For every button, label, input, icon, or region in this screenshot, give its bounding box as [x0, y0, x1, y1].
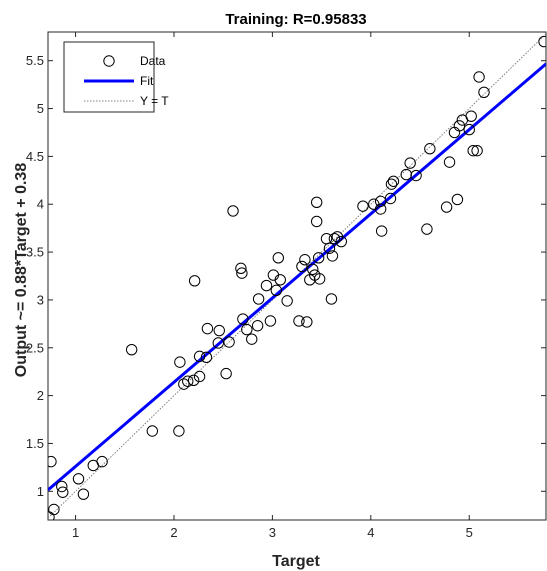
data-point — [313, 273, 326, 285]
y-tick-label: 5.5 — [26, 53, 44, 68]
data-point — [357, 200, 369, 212]
data-point — [212, 337, 224, 349]
data-point — [213, 324, 225, 337]
data-point — [246, 333, 258, 345]
y-tick-label: 4 — [37, 197, 44, 212]
y-tick-label: 2.5 — [26, 340, 44, 355]
y-tick-label: 5 — [37, 101, 44, 116]
data-point — [146, 425, 159, 437]
data-point — [312, 252, 325, 264]
data-point — [323, 242, 336, 254]
legend-data-label: Data — [140, 54, 166, 68]
y-tick-label: 3.5 — [26, 245, 44, 260]
data-point — [467, 144, 479, 157]
data-point — [236, 267, 248, 279]
data-point — [424, 143, 436, 155]
data-point — [125, 343, 138, 356]
data-point — [384, 192, 397, 205]
data-point — [57, 486, 69, 498]
data-point — [188, 275, 201, 287]
data-point — [270, 284, 283, 297]
data-point — [251, 320, 264, 332]
legend-fit-label: Fit — [140, 74, 154, 88]
data-point — [274, 274, 286, 286]
data-point — [173, 425, 185, 437]
data-point — [241, 323, 253, 336]
data-point — [272, 252, 285, 264]
data-point — [182, 375, 194, 387]
data-point — [374, 203, 387, 215]
data-point — [310, 196, 323, 209]
data-point — [293, 315, 305, 327]
data-point — [296, 260, 308, 273]
x-axis-label: Target — [272, 553, 320, 570]
x-tick-label: 4 — [367, 525, 374, 540]
data-point — [187, 374, 200, 386]
x-tick-label: 2 — [170, 525, 177, 540]
chart-title: Training: R=0.95833 — [225, 11, 366, 28]
data-point — [451, 193, 464, 206]
data-point — [301, 316, 313, 328]
data-point — [264, 315, 277, 327]
data-point — [174, 356, 186, 368]
data-point — [281, 295, 293, 307]
plot-area: 1 2 3 4 5 1 1.5 2 2.5 3 3.5 4 4.5 5 5.5 — [26, 31, 547, 540]
data-point — [326, 250, 339, 262]
data-point — [465, 110, 477, 122]
data-point — [227, 205, 239, 217]
data-point — [72, 473, 85, 485]
data-point — [453, 120, 466, 132]
data-point — [421, 223, 433, 235]
data-point — [325, 293, 338, 305]
x-tick-label: 3 — [269, 525, 276, 540]
data-point — [178, 378, 190, 390]
data-point — [299, 254, 311, 266]
data-point — [538, 35, 546, 48]
data-point — [328, 232, 341, 245]
data-point — [235, 262, 247, 275]
data-point — [48, 455, 57, 468]
data-point — [443, 156, 456, 168]
data-point — [385, 178, 398, 190]
data-point — [375, 225, 388, 237]
x-tick-label: 1 — [72, 525, 79, 540]
data-point — [237, 313, 249, 325]
y-tick-label: 1 — [37, 484, 44, 499]
legend-data-marker — [103, 55, 115, 67]
x-tick-label: 5 — [466, 525, 473, 540]
data-point — [260, 279, 273, 292]
data-point — [463, 123, 475, 136]
data-point — [201, 322, 214, 335]
data-point — [404, 157, 416, 169]
data-point — [223, 336, 235, 348]
legend: Data Fit Y = T — [63, 41, 169, 113]
data-point — [200, 351, 213, 364]
y-tick-label: 3 — [37, 292, 44, 307]
data-point — [473, 71, 485, 83]
data-point — [410, 169, 422, 182]
y-axis-label: Output ~= 0.88*Target + 0.38 — [13, 163, 30, 378]
legend-identity-label: Y = T — [140, 94, 169, 108]
data-point — [478, 86, 490, 98]
data-point — [335, 235, 347, 248]
data-point — [307, 263, 319, 276]
data-point — [252, 293, 265, 305]
data-point — [310, 215, 323, 228]
data-point — [48, 503, 60, 516]
legend-box — [63, 41, 155, 113]
data-point — [471, 144, 483, 157]
data-point — [220, 367, 232, 380]
data-point — [193, 350, 206, 363]
fit-line — [48, 62, 546, 492]
data-point — [96, 455, 108, 468]
data-point — [440, 201, 453, 213]
data-point — [56, 480, 68, 493]
data-point — [77, 488, 90, 500]
data-point — [387, 175, 400, 187]
y-tick-label: 1.5 — [26, 436, 44, 451]
y-tick-label: 4.5 — [26, 149, 44, 164]
y-tick-label: 2 — [37, 388, 44, 403]
data-point — [193, 370, 206, 383]
